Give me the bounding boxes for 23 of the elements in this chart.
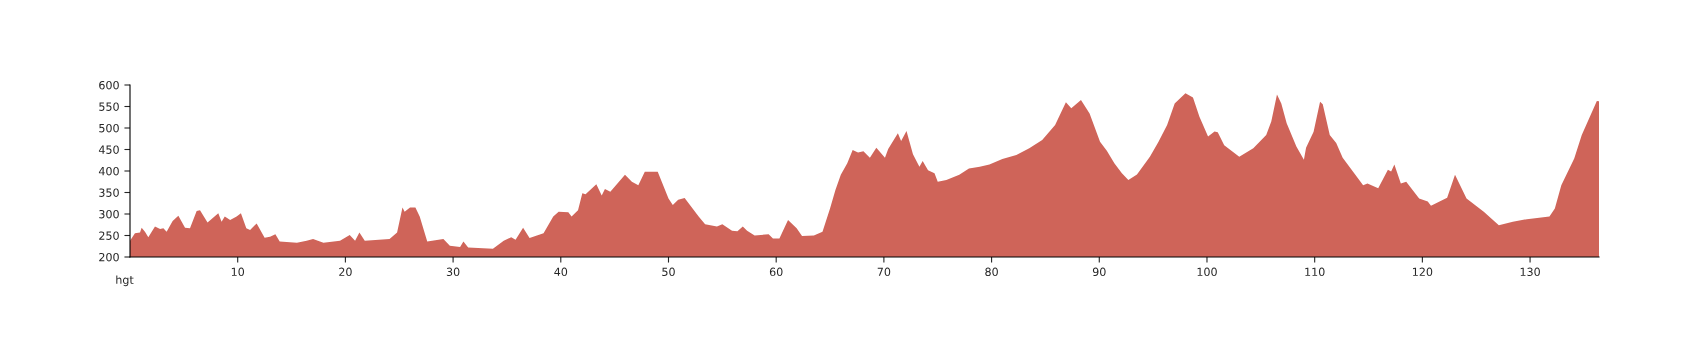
x-tick-label: 100 (1197, 267, 1217, 277)
x-tick-label: 40 (554, 267, 568, 277)
x-tick-label: 90 (1092, 267, 1106, 277)
x-tick-label: 120 (1412, 267, 1433, 277)
x-tick-label: 10 (231, 267, 245, 277)
y-tick-label: 250 (99, 231, 119, 240)
x-tick-label: 80 (985, 267, 998, 277)
y-tick-label: 600 (99, 80, 119, 90)
x-tick-label: 130 (1520, 267, 1540, 277)
x-tick-label: 20 (339, 267, 352, 277)
x-tick-label: 70 (877, 267, 891, 277)
x-tick-label: 50 (662, 267, 675, 277)
y-tick-label: 300 (99, 209, 119, 219)
x-tick-label: 60 (769, 267, 783, 277)
x-tick-label: 30 (446, 267, 460, 277)
y-tick-label: 400 (98, 166, 119, 176)
y-tick-label: 550 (99, 102, 119, 111)
y-tick-label: 450 (98, 145, 119, 154)
y-tick-label: 500 (99, 123, 119, 133)
x-axis-title: hgt (116, 275, 134, 287)
y-tick-label: 200 (99, 252, 119, 262)
x-tick-label: 110 (1305, 267, 1325, 277)
y-tick-label: 350 (99, 188, 119, 197)
